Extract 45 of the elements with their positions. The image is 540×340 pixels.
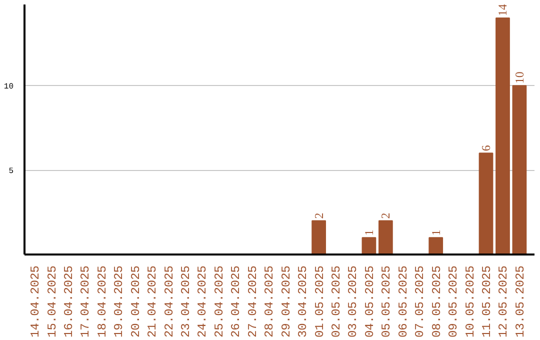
x-tick-label: 01.05.2025 bbox=[312, 265, 327, 338]
data-label: 2 bbox=[378, 212, 393, 219]
data-label: 1 bbox=[428, 230, 443, 236]
x-tick-label: 14.04.2025 bbox=[28, 265, 43, 338]
x-tick-label: 24.04.2025 bbox=[196, 265, 210, 338]
bar bbox=[478, 152, 494, 254]
data-label: 14 bbox=[496, 4, 510, 16]
x-tick-label: 15.04.2025 bbox=[45, 265, 60, 338]
x-tick-label: 02.05.2025 bbox=[330, 265, 344, 338]
x-tick-label: 28.04.2025 bbox=[262, 265, 277, 338]
x-tick-label: 22.04.2025 bbox=[162, 265, 176, 338]
x-tick-label: 17.04.2025 bbox=[78, 265, 93, 338]
x-tick-label: 26.04.2025 bbox=[229, 265, 244, 338]
data-label: 2 bbox=[312, 212, 326, 219]
x-tick-label: 29.04.2025 bbox=[279, 265, 294, 338]
x-tick-label: 19.04.2025 bbox=[112, 265, 126, 338]
x-tick-label: 12.05.2025 bbox=[496, 265, 511, 338]
bar bbox=[428, 237, 444, 254]
x-tick-label: 16.04.2025 bbox=[62, 265, 76, 338]
bar bbox=[378, 220, 393, 254]
x-tick-label: 11.05.2025 bbox=[480, 265, 494, 338]
x-tick-label: 30.04.2025 bbox=[296, 265, 310, 338]
data-label: 6 bbox=[479, 145, 494, 152]
x-tick-label: 20.04.2025 bbox=[128, 265, 143, 338]
x-tick-label: 04.05.2025 bbox=[362, 265, 377, 338]
x-tick-label: 23.04.2025 bbox=[179, 265, 194, 338]
x-tick-label: 09.05.2025 bbox=[446, 265, 461, 338]
data-label: 1 bbox=[362, 230, 376, 236]
x-tick-label: 13.05.2025 bbox=[513, 265, 528, 338]
bar bbox=[512, 85, 527, 254]
x-tick-label: 10.05.2025 bbox=[463, 265, 478, 338]
bar bbox=[362, 237, 376, 254]
x-tick-label: 03.05.2025 bbox=[346, 265, 360, 338]
x-tick-label: 27.04.2025 bbox=[246, 265, 260, 338]
bar bbox=[312, 220, 326, 254]
x-tick-label: 06.05.2025 bbox=[396, 265, 410, 338]
x-tick-label: 18.04.2025 bbox=[95, 265, 110, 338]
x-tick-label: 21.04.2025 bbox=[146, 265, 160, 338]
y-tick-label: 5 bbox=[8, 167, 14, 176]
data-label: 10 bbox=[512, 72, 526, 84]
x-tick-label: 08.05.2025 bbox=[430, 265, 444, 338]
x-tick-label: 05.05.2025 bbox=[380, 265, 394, 338]
bar bbox=[496, 18, 510, 254]
x-tick-label: 07.05.2025 bbox=[413, 265, 428, 338]
x-tick-label: 25.04.2025 bbox=[212, 265, 226, 338]
